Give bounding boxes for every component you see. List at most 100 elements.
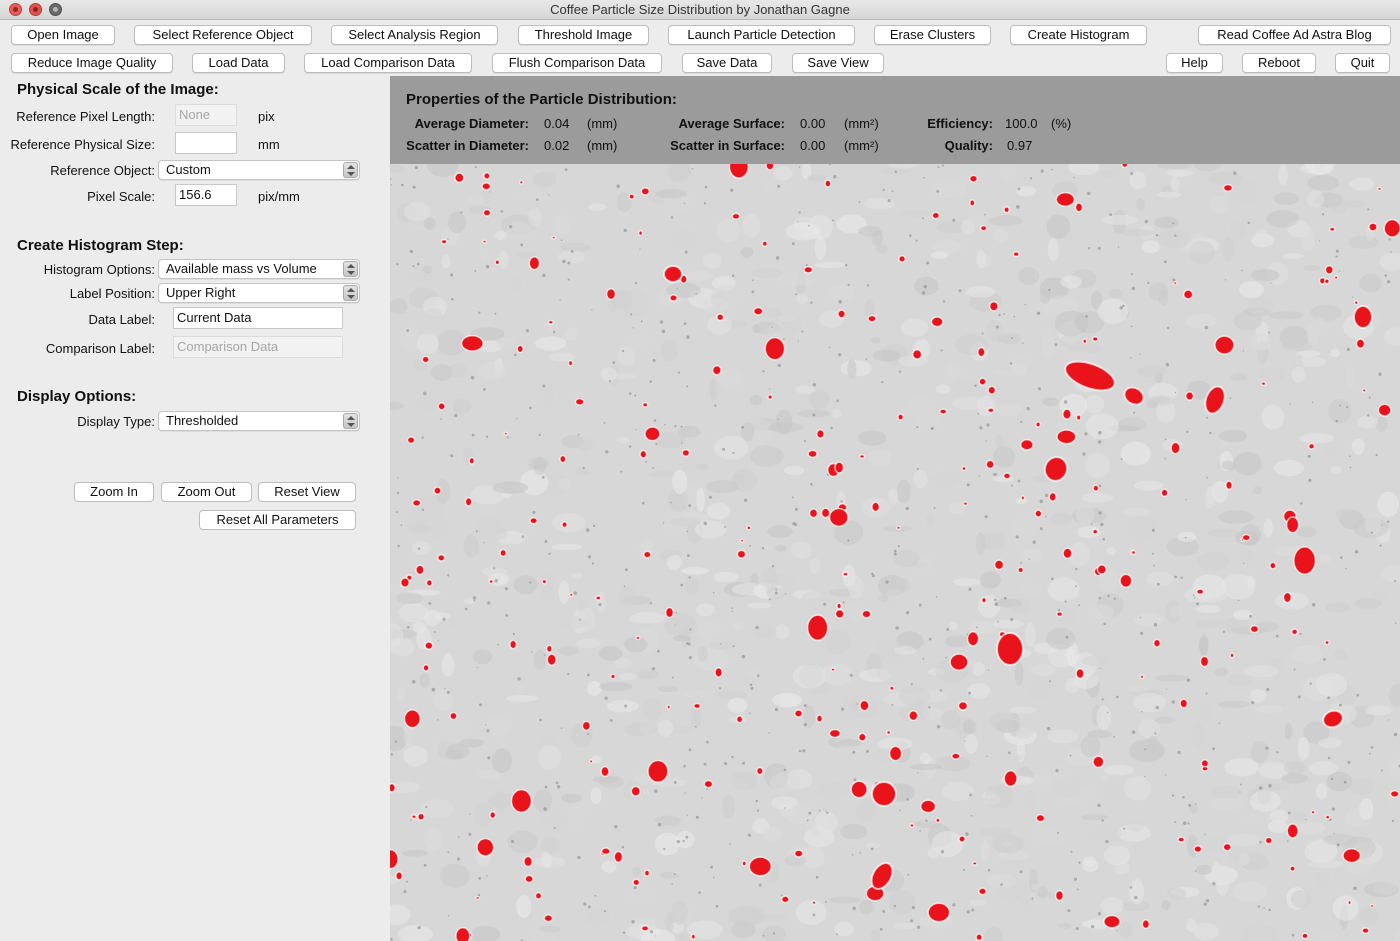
background-texture: [1148, 282, 1169, 301]
background-texture: [654, 432, 686, 449]
detected-particle: [834, 608, 845, 619]
maximize-window-icon[interactable]: [49, 3, 62, 16]
zoom-out-button[interactable]: Zoom Out: [161, 482, 252, 502]
dark-speck: [833, 174, 837, 179]
load-comparison-data-button[interactable]: Load Comparison Data: [304, 53, 472, 73]
detected-particle: [640, 187, 651, 196]
background-texture: [1307, 190, 1325, 208]
threshold-image-button[interactable]: Threshold Image: [518, 25, 649, 45]
select-reference-object-button[interactable]: Select Reference Object: [134, 25, 312, 45]
ref-object-value: Custom: [166, 162, 211, 177]
detected-particle: [793, 849, 804, 858]
select-analysis-region-button[interactable]: Select Analysis Region: [331, 25, 498, 45]
dark-speck: [1024, 303, 1027, 306]
background-texture: [792, 664, 826, 689]
dark-speck: [1130, 273, 1133, 276]
load-data-button[interactable]: Load Data: [192, 53, 285, 73]
comparison-label-field[interactable]: Comparison Data: [173, 336, 343, 358]
properties-title: Properties of the Particle Distribution:: [406, 91, 677, 108]
dark-speck: [870, 847, 874, 851]
dark-speck: [411, 680, 416, 684]
dark-speck: [1188, 803, 1192, 807]
dark-speck: [525, 329, 529, 333]
read-blog-button[interactable]: Read Coffee Ad Astra Blog: [1198, 25, 1391, 45]
background-texture: [390, 384, 403, 394]
ref-object-select[interactable]: Custom: [158, 160, 360, 180]
minimize-window-icon[interactable]: [29, 3, 42, 16]
detected-particle: [1054, 890, 1065, 902]
ref-pixel-length-field[interactable]: None: [175, 104, 237, 126]
detected-particle: [406, 436, 416, 445]
dark-speck: [616, 184, 620, 189]
label-position-select[interactable]: Upper Right: [158, 283, 360, 303]
background-texture: [1359, 905, 1379, 928]
background-texture: [406, 272, 433, 282]
dark-speck: [1067, 909, 1071, 913]
background-texture: [1247, 295, 1275, 316]
dark-speck: [641, 501, 645, 505]
background-texture: [417, 495, 443, 502]
background-texture: [790, 541, 813, 559]
background-texture: [1087, 604, 1115, 620]
launch-particle-detection-button[interactable]: Launch Particle Detection: [668, 25, 855, 45]
background-texture: [1295, 356, 1326, 368]
background-texture: [988, 215, 1023, 227]
detected-particle: [931, 211, 941, 220]
ref-physical-size-field[interactable]: [175, 132, 237, 154]
reduce-image-quality-button[interactable]: Reduce Image Quality: [11, 53, 173, 73]
create-histogram-button[interactable]: Create Histogram: [1010, 25, 1147, 45]
dark-speck: [1182, 795, 1185, 799]
dark-speck: [653, 419, 657, 422]
detected-particle: [830, 667, 836, 672]
background-texture: [779, 271, 815, 286]
flush-comparison-data-button[interactable]: Flush Comparison Data: [492, 53, 662, 73]
background-texture: [1010, 517, 1041, 538]
dark-speck: [994, 472, 998, 476]
background-texture: [965, 286, 996, 298]
background-texture: [686, 920, 723, 940]
dark-speck: [686, 335, 690, 339]
reboot-button[interactable]: Reboot: [1242, 53, 1316, 73]
efficiency-value: 100.0: [1005, 116, 1038, 131]
erase-clusters-button[interactable]: Erase Clusters: [874, 25, 991, 45]
detected-particle: [930, 316, 944, 328]
reset-view-button[interactable]: Reset View: [258, 482, 356, 502]
help-button[interactable]: Help: [1166, 53, 1223, 73]
reset-all-parameters-button[interactable]: Reset All Parameters: [199, 510, 356, 530]
dark-speck: [1194, 870, 1197, 872]
data-label-field[interactable]: Current Data: [173, 307, 343, 329]
save-data-button[interactable]: Save Data: [682, 53, 772, 73]
pixel-scale-field[interactable]: 156.6: [175, 184, 237, 206]
background-texture: [1221, 460, 1236, 471]
save-view-button[interactable]: Save View: [792, 53, 884, 73]
detected-particle: [693, 702, 702, 710]
background-texture: [473, 802, 494, 828]
dark-speck: [654, 789, 658, 793]
background-texture: [941, 781, 974, 801]
detected-particle: [857, 732, 867, 742]
dark-speck: [909, 234, 912, 237]
open-image-button[interactable]: Open Image: [11, 25, 115, 45]
background-texture: [1222, 236, 1235, 263]
dark-speck: [838, 299, 842, 304]
zoom-in-button[interactable]: Zoom In: [74, 482, 154, 502]
background-texture: [733, 620, 745, 631]
close-window-icon[interactable]: [9, 3, 22, 16]
background-texture: [760, 825, 783, 842]
dark-speck: [497, 643, 499, 646]
quit-button[interactable]: Quit: [1335, 53, 1390, 73]
histogram-options-select[interactable]: Available mass vs Volume: [158, 259, 360, 279]
image-canvas[interactable]: [390, 164, 1400, 941]
detected-particle: [850, 780, 868, 799]
background-texture: [1221, 573, 1256, 600]
background-texture: [534, 336, 567, 351]
dark-speck: [847, 283, 850, 287]
background-texture: [1307, 174, 1340, 191]
background-texture: [1359, 798, 1374, 821]
dark-speck: [974, 384, 977, 387]
background-texture: [842, 564, 856, 587]
display-type-select[interactable]: Thresholded: [158, 411, 360, 431]
background-texture: [443, 721, 470, 736]
dark-speck: [1122, 304, 1125, 307]
dark-speck: [1263, 907, 1265, 909]
